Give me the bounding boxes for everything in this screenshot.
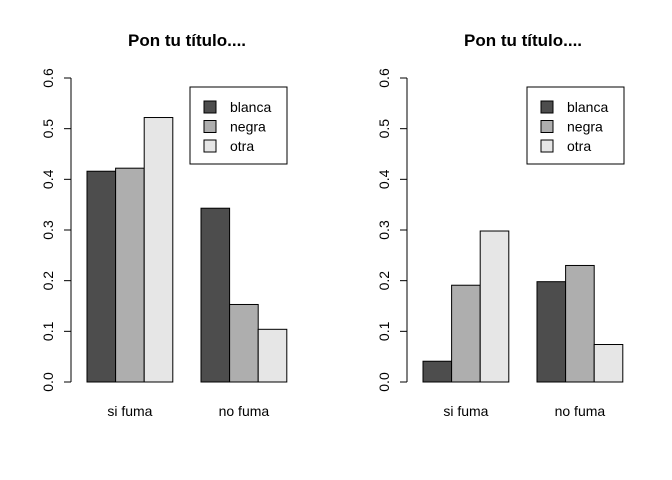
legend-label-otra: otra — [567, 138, 591, 154]
bar-negra-no-fuma — [229, 303, 259, 383]
legend-label-negra: negra — [567, 119, 603, 135]
y-tick-label: 0.1 — [40, 321, 56, 341]
bar-negra-no-fuma — [565, 264, 595, 383]
x-category-label: si fuma — [443, 403, 488, 419]
legend-swatch-otra — [203, 139, 217, 153]
bar-blanca-no-fuma — [536, 281, 567, 383]
legend-swatch-otra — [540, 139, 554, 153]
legend-label-negra: negra — [230, 119, 266, 135]
y-tick-label: 0.0 — [40, 372, 56, 392]
legend: blanca negra otra — [526, 86, 625, 165]
y-tick-label: 0.5 — [40, 119, 56, 139]
x-category-label: si fuma — [107, 403, 152, 419]
bar-blanca-si-fuma — [422, 360, 453, 383]
legend-swatch-blanca — [540, 100, 554, 114]
legend-label-otra: otra — [230, 138, 254, 154]
bar-blanca-no-fuma — [200, 207, 231, 383]
y-tick-label: 0.6 — [40, 68, 56, 88]
chart-title: Pon tu título.... — [464, 31, 582, 50]
x-category-label: no fuma — [219, 403, 270, 419]
legend-label-blanca: blanca — [567, 99, 608, 115]
bar-otra-si-fuma — [143, 117, 174, 383]
bar-negra-si-fuma — [115, 167, 145, 383]
bar-otra-si-fuma — [479, 230, 510, 383]
legend-label-blanca: blanca — [230, 99, 271, 115]
bar-negra-si-fuma — [451, 284, 481, 383]
bar-otra-no-fuma — [593, 344, 624, 383]
y-tick-label: 0.0 — [376, 372, 392, 392]
y-tick-label: 0.4 — [40, 169, 56, 189]
legend-swatch-blanca — [203, 100, 217, 114]
x-category-label: no fuma — [555, 403, 606, 419]
legend: blanca negra otra — [189, 86, 288, 165]
y-tick-label: 0.2 — [376, 271, 392, 291]
legend-swatch-negra — [540, 120, 554, 133]
y-tick-label: 0.1 — [376, 321, 392, 341]
left-chart-panel: Pon tu título.... 0.0 0.1 0.2 0.3 0.4 0.5 0.6 s… — [40, 31, 288, 419]
y-tick-label: 0.4 — [376, 169, 392, 189]
y-tick-label: 0.3 — [376, 220, 392, 240]
bar-blanca-si-fuma — [86, 170, 117, 383]
y-tick-label: 0.2 — [40, 271, 56, 291]
bar-otra-no-fuma — [257, 328, 288, 383]
right-chart-panel: Pon tu título.... 0.0 0.1 0.2 0.3 0.4 0.5 0.6 s… — [376, 31, 625, 419]
chart-title: Pon tu título.... — [128, 31, 246, 50]
y-tick-label: 0.6 — [376, 68, 392, 88]
legend-swatch-negra — [203, 120, 217, 133]
y-tick-label: 0.3 — [40, 220, 56, 240]
y-tick-label: 0.5 — [376, 119, 392, 139]
